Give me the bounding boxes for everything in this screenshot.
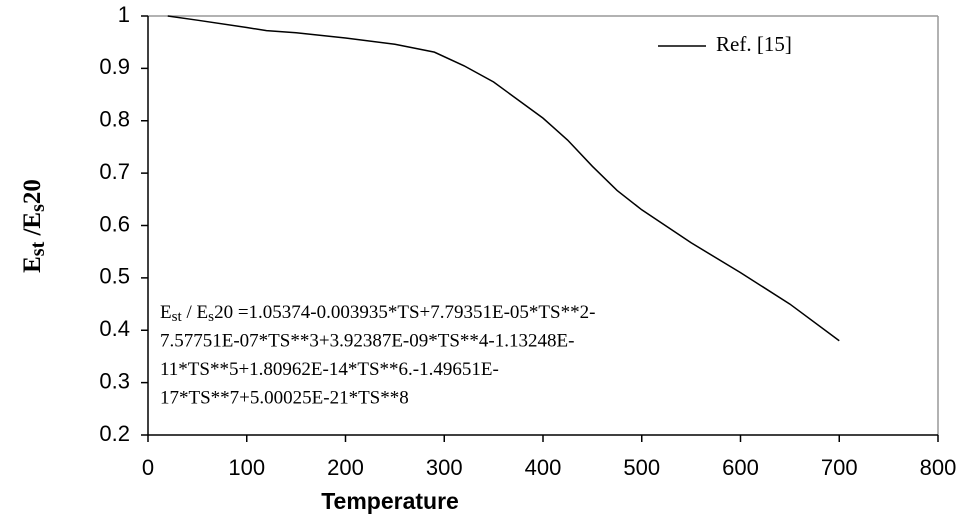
annotation: 17*TS**7+5.00025E-21*TS**8 <box>160 388 409 409</box>
x-tick-label: 300 <box>426 455 463 480</box>
annotation: Est / Es20 =1.05374-0.003935*TS+7.79351E… <box>160 302 595 325</box>
text-part: st <box>27 241 49 256</box>
text-part: 17*TS**7+5.00025E-21*TS**8 <box>160 388 409 409</box>
x-tick-label: 0 <box>142 455 154 480</box>
y-tick-label: 0.2 <box>99 421 130 446</box>
text-part: 11*TS**5+1.80962E-14*TS**6.-1.49651E- <box>160 359 499 380</box>
y-tick-label: 0.7 <box>99 159 130 184</box>
y-tick-label: 1 <box>118 2 130 27</box>
text-part: st <box>172 308 183 325</box>
x-tick-label: 100 <box>228 455 265 480</box>
text-part: /E <box>19 212 46 242</box>
y-tick-label: 0.9 <box>99 54 130 79</box>
x-tick-label: 700 <box>821 455 858 480</box>
text-part: 20 <box>19 179 46 204</box>
x-tick-label: 800 <box>920 455 957 480</box>
text-part: 20 =1.05374-0.003935*TS+7.79351E-05*TS**… <box>214 302 595 323</box>
text-part: s <box>208 308 214 325</box>
text-part: E <box>160 302 172 323</box>
text-part: E <box>19 256 46 273</box>
x-axis-label: Temperature <box>321 488 459 514</box>
x-tick-label: 500 <box>623 455 660 480</box>
legend-label: Ref. [15] <box>716 32 792 56</box>
y-tick-label: 0.5 <box>99 264 130 289</box>
x-tick-label: 200 <box>327 455 364 480</box>
y-tick-label: 0.6 <box>99 211 130 236</box>
y-axis-label: Est /Es20 <box>19 179 49 273</box>
annotation: 11*TS**5+1.80962E-14*TS**6.-1.49651E- <box>160 359 499 380</box>
x-tick-label: 600 <box>722 455 759 480</box>
text-part: / E <box>182 302 208 323</box>
text-part: 7.57751E-07*TS**3+3.92387E-09*TS**4-1.13… <box>160 331 574 352</box>
x-tick-label: 400 <box>525 455 562 480</box>
y-tick-label: 0.8 <box>99 107 130 132</box>
annotation: 7.57751E-07*TS**3+3.92387E-09*TS**4-1.13… <box>160 331 574 352</box>
data-line <box>167 15 840 342</box>
text-part: s <box>27 204 49 212</box>
y-tick-label: 0.4 <box>99 316 130 341</box>
y-tick-label: 0.3 <box>99 368 130 393</box>
